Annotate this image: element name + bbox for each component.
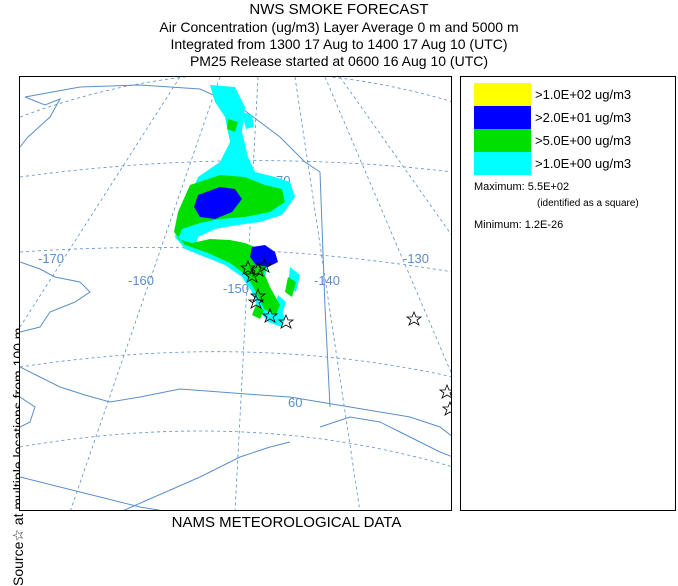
lon-label-170: -170 <box>38 251 64 266</box>
source-star <box>261 307 279 323</box>
forecast-title: NWS SMOKE FORECAST <box>249 1 429 18</box>
source-star <box>441 400 451 416</box>
legend-swatch-yellow <box>474 83 531 106</box>
map-panel: -170 -160 -150 -140 -130 70 60 <box>19 76 452 511</box>
lon-label-160: -160 <box>128 273 154 288</box>
minimum-value: Minimum: 1.2E-26 <box>474 219 564 231</box>
plume-level-3 <box>194 187 278 267</box>
legend-swatch-blue <box>474 106 531 129</box>
source-star <box>249 261 267 277</box>
lat-label-60: 60 <box>288 395 302 410</box>
legend-swatch-green <box>474 129 531 152</box>
maximum-note: (identified as a square) <box>537 198 639 209</box>
longitude-grid <box>20 77 451 510</box>
source-markers <box>239 257 451 416</box>
legend-swatch-cyan <box>474 152 531 175</box>
source-star <box>239 259 257 275</box>
lon-label-140: -140 <box>314 273 340 288</box>
legend-label-3: >5.0E+00 ug/m3 <box>535 133 632 148</box>
source-star <box>243 267 261 283</box>
maximum-value: Maximum: 5.5E+02 <box>474 181 570 193</box>
side-label-area: Source☆ at multiple locations from 100 m <box>0 76 26 586</box>
lon-label-150: -150 <box>223 281 249 296</box>
legend-label-4: >1.0E+00 ug/m3 <box>535 156 632 171</box>
legend-label-1: >1.0E+02 ug/m3 <box>535 87 632 102</box>
source-star <box>277 313 295 329</box>
source-star <box>255 257 273 273</box>
source-star <box>247 293 265 309</box>
source-star <box>438 383 451 399</box>
legend-panel: >1.0E+02 ug/m3 >2.0E+01 ug/m3 >5.0E+00 u… <box>460 76 676 511</box>
source-star <box>405 310 423 326</box>
concentration-description: Air Concentration (ug/m3) Layer Average … <box>159 19 519 35</box>
integration-period: Integrated from 1300 17 Aug to 1400 17 A… <box>170 36 508 52</box>
release-start: PM25 Release started at 0600 16 Aug 10 (… <box>189 53 489 69</box>
lon-label-130: -130 <box>403 251 429 266</box>
data-source-footer: NAMS METEOROLOGICAL DATA <box>171 514 402 531</box>
legend-label-2: >2.0E+01 ug/m3 <box>535 110 632 125</box>
alaska-map: -170 -160 -150 -140 -130 70 60 <box>20 77 451 510</box>
coastline <box>20 84 451 510</box>
